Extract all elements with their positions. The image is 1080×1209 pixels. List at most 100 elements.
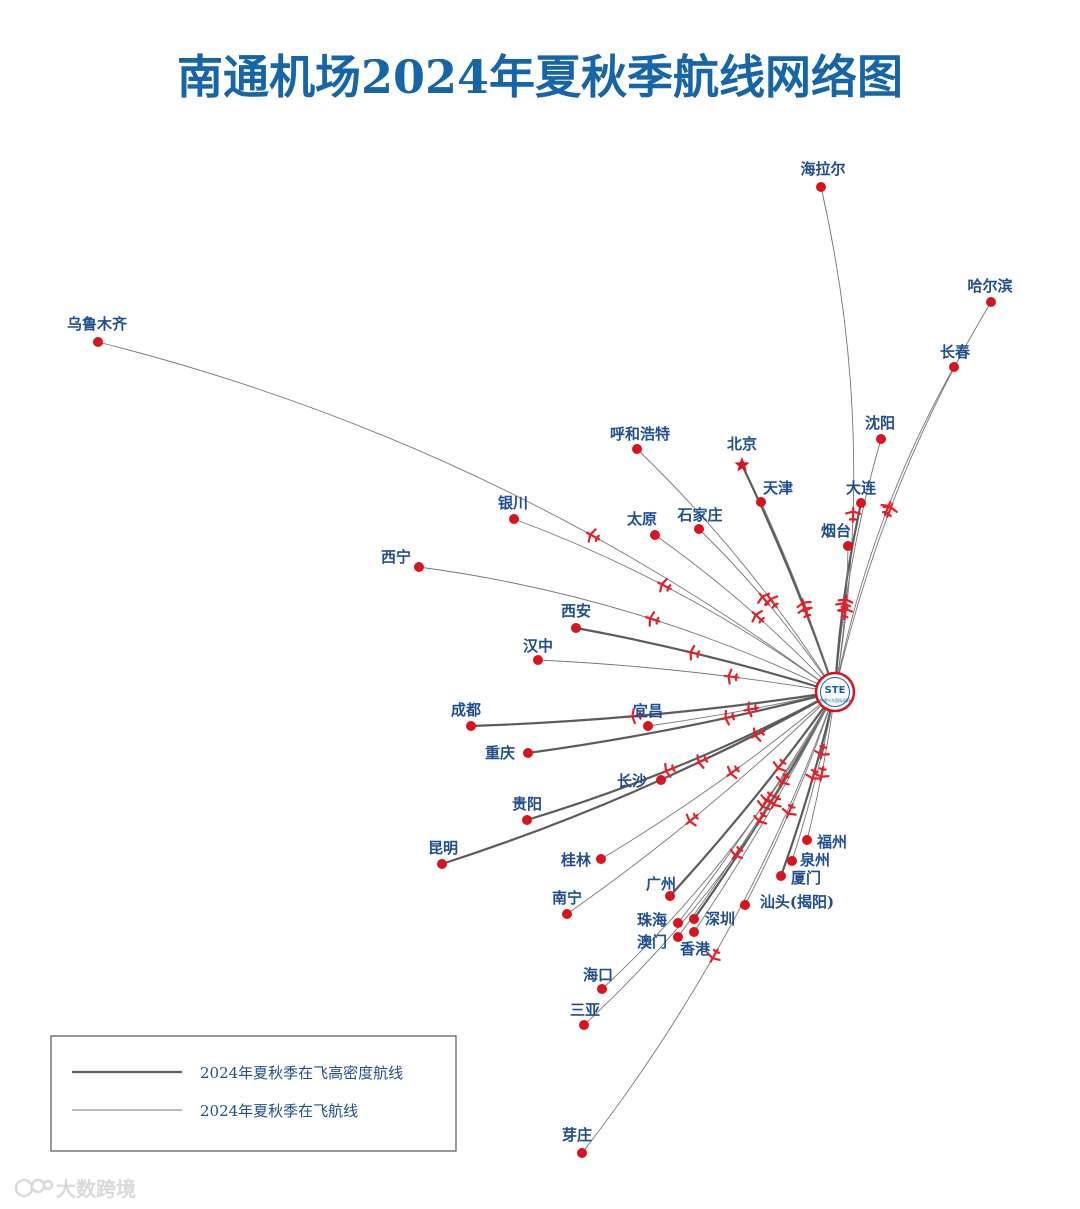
city-marker-tianjin <box>756 497 766 507</box>
city-label-yazhuang: 芽庄 <box>562 1126 592 1144</box>
city-label-shijiazhuang: 石家庄 <box>676 506 722 524</box>
city-label-hanzhong: 汉中 <box>523 637 553 655</box>
city-label-chongqing: 重庆 <box>485 744 515 762</box>
city-marker-nanning <box>562 909 572 919</box>
city-label-guangzhou: 广州 <box>646 875 676 893</box>
plane-icon-kunming <box>693 754 709 769</box>
city-marker-hanzhong <box>533 655 543 665</box>
city-label-shenyang: 沈阳 <box>865 414 895 432</box>
city-label-xian: 西安 <box>561 602 591 620</box>
city-label-quanzhou: 泉州 <box>799 851 830 869</box>
plane-icon-yazhuang <box>706 948 721 963</box>
city-marker-kunming <box>437 859 447 869</box>
city-label-kunming: 昆明 <box>428 839 458 857</box>
city-label-wulumuqi: 乌鲁木齐 <box>67 315 128 333</box>
plane-icon-yantai <box>837 603 854 621</box>
plane-icon-sanya <box>729 846 744 860</box>
city-label-xiamen: 厦门 <box>791 869 821 887</box>
hub-name: 南通兴东国际机场 <box>819 697 851 703</box>
route-yazhuang <box>581 691 836 1154</box>
plane-icon-tianjin <box>796 597 812 614</box>
city-marker-beijing <box>734 457 750 472</box>
city-marker-yantai <box>843 541 853 551</box>
city-marker-yinchuan <box>509 514 519 524</box>
city-marker-aomen <box>673 932 683 942</box>
plane-icon-shantou <box>781 803 797 819</box>
city-label-aomen: 澳门 <box>637 933 667 951</box>
route-shantou <box>744 691 836 906</box>
city-label-changchun: 长春 <box>940 343 970 361</box>
city-label-chengdu: 成都 <box>451 701 481 719</box>
city-marker-sanya <box>579 1020 589 1030</box>
city-marker-shenyang <box>876 434 886 444</box>
legend: 2024年夏秋季在飞高密度航线 2024年夏秋季在飞航线 <box>50 1035 457 1152</box>
city-marker-shenzhen <box>689 914 699 924</box>
city-label-tianjin: 天津 <box>763 479 793 497</box>
route-chongqing <box>527 690 836 755</box>
city-marker-xian <box>571 623 581 633</box>
legend-box <box>50 1035 457 1152</box>
city-label-xianggang: 香港 <box>680 940 711 958</box>
route-huhehaote <box>636 448 836 693</box>
city-label-yichang: 宜昌 <box>633 702 663 720</box>
city-marker-quanzhou <box>787 856 797 866</box>
route-sanya <box>583 691 836 1026</box>
city-label-huhehaote: 呼和浩特 <box>610 425 670 443</box>
city-marker-yazhuang <box>577 1148 587 1158</box>
plane-icon-yichang <box>743 701 760 718</box>
plane-icon-hanzhong <box>723 668 740 685</box>
route-kunming <box>441 691 836 866</box>
city-marker-huhehaote <box>632 444 642 454</box>
city-label-shenzhen: 深圳 <box>705 910 735 928</box>
hub-marker: STE 南通兴东国际机场 <box>814 671 856 713</box>
route-nanning <box>566 691 836 915</box>
plane-icon-wulumuqi <box>585 528 601 543</box>
city-label-shantou: 汕头(揭阳) <box>760 893 834 911</box>
route-guangzhou <box>669 691 836 897</box>
city-marker-changchun <box>949 362 959 372</box>
city-label-guiyang: 贵阳 <box>512 795 542 813</box>
city-marker-fuzhou <box>802 835 812 845</box>
legend-label-high: 2024年夏秋季在飞高密度航线 <box>200 1064 403 1082</box>
route-tianjin <box>760 501 836 693</box>
city-marker-changsha <box>656 775 666 785</box>
city-marker-xining <box>414 562 424 572</box>
plane-icon-xining <box>645 611 661 627</box>
city-marker-yichang <box>643 721 653 731</box>
city-marker-guilin <box>596 854 606 864</box>
city-label-changsha: 长沙 <box>617 772 647 790</box>
city-label-yinchuan: 银川 <box>498 494 528 512</box>
plane-icon-chongqing <box>720 709 737 726</box>
city-label-sanya: 三亚 <box>570 1001 600 1019</box>
city-marker-taiyuan <box>650 530 660 540</box>
city-marker-haikou <box>597 984 607 994</box>
route-chengdu <box>470 690 836 728</box>
city-marker-guiyang <box>522 815 532 825</box>
city-label-haerbin: 哈尔滨 <box>967 277 1012 295</box>
city-marker-shijiazhuang <box>694 524 704 534</box>
city-marker-dalian <box>856 498 866 508</box>
route-zhuhai <box>677 691 836 924</box>
route-xining <box>418 566 836 693</box>
route-yinchuan <box>513 518 836 693</box>
city-label-yantai: 烟台 <box>821 522 851 540</box>
plane-icon-changsha <box>750 727 766 742</box>
city-marker-chongqing <box>523 748 533 758</box>
city-label-zhuhai: 珠海 <box>637 911 667 929</box>
plane-icon-guangzhou <box>772 758 787 773</box>
route-shijiazhuang <box>698 528 836 693</box>
city-marker-shantou <box>740 900 750 910</box>
route-xian <box>575 626 836 694</box>
route-hanzhong <box>537 659 836 693</box>
route-changchun <box>834 366 955 693</box>
city-label-haikou: 海口 <box>583 966 613 984</box>
city-label-nanning: 南宁 <box>552 889 582 907</box>
plane-icon-xiamen <box>805 767 821 784</box>
city-marker-xiamen <box>776 871 786 881</box>
watermark-text: 大数跨境 <box>56 1177 136 1201</box>
route-hailaer <box>820 186 855 693</box>
city-marker-xianggang <box>689 927 699 937</box>
plane-icon-shenzhen <box>753 811 768 826</box>
weibo-icon <box>14 1178 54 1198</box>
